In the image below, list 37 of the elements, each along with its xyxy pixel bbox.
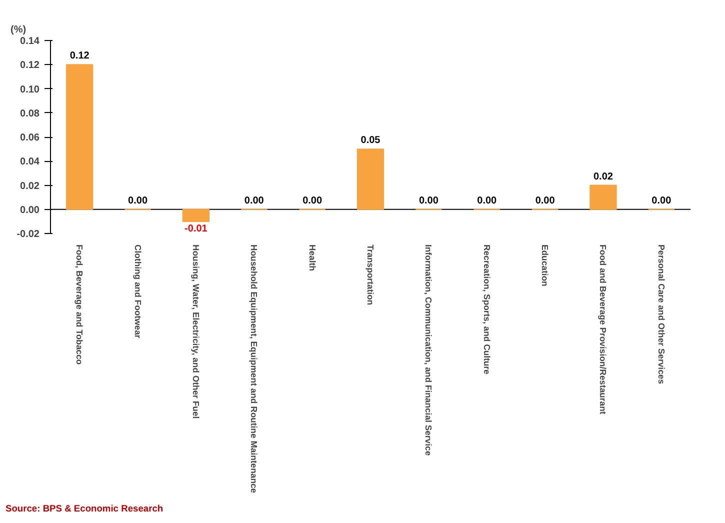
- x-tick-label: Household Equipment, Equipment and Routine Maintenance: [249, 244, 260, 494]
- y-tick-label: 0.12: [20, 60, 40, 72]
- x-tick-label: Clothing and Footwear: [132, 244, 143, 339]
- y-tick-label: 0.00: [20, 204, 40, 216]
- bar: [182, 208, 210, 222]
- y-tick-label: 0.10: [20, 84, 40, 96]
- data-label: 0.00: [418, 195, 439, 206]
- data-label: 0.00: [477, 195, 498, 206]
- y-tick-label: 0.04: [20, 156, 40, 168]
- data-label: 0.05: [360, 135, 381, 146]
- y-tick-label: -0.02: [16, 229, 40, 240]
- y-axis-title: (%): [10, 24, 26, 36]
- data-label: 0.00: [652, 195, 672, 206]
- x-tick-label: Food, Beverage and Tobacco: [74, 244, 85, 365]
- data-label: 0.00: [128, 195, 148, 206]
- data-label: 0.02: [593, 171, 614, 182]
- x-tick-label: Education: [540, 244, 550, 286]
- data-label: 0.00: [535, 195, 556, 206]
- x-tick-label: Recreation, Sports, and Culture: [482, 244, 492, 375]
- x-tick-label: Transportation: [366, 244, 376, 306]
- bar: [356, 148, 384, 210]
- x-tick-label: Housing, Water, Electricity, and Other Fuel: [190, 244, 201, 419]
- bar: [66, 64, 94, 210]
- source-note: Source: BPS & Economic Research: [6, 504, 164, 514]
- y-tick-label: 0.06: [20, 132, 40, 144]
- x-tick-label: Information, Communication, and Financial Service: [424, 244, 434, 456]
- y-tick-label: 0.08: [20, 108, 40, 120]
- bar: [590, 184, 617, 210]
- x-tick-label: Food and Beverage Provision/Restaurant: [598, 244, 608, 414]
- x-tick-label: Health: [307, 244, 318, 271]
- y-tick-label: 0.02: [20, 180, 40, 192]
- data-label: 0.12: [70, 50, 90, 62]
- data-label: -0.01: [184, 223, 208, 234]
- data-label: 0.00: [244, 195, 264, 206]
- y-tick-label: 0.14: [20, 36, 40, 47]
- x-tick-label: Personal Care and Other Services: [656, 244, 666, 384]
- data-label: 0.00: [302, 195, 322, 206]
